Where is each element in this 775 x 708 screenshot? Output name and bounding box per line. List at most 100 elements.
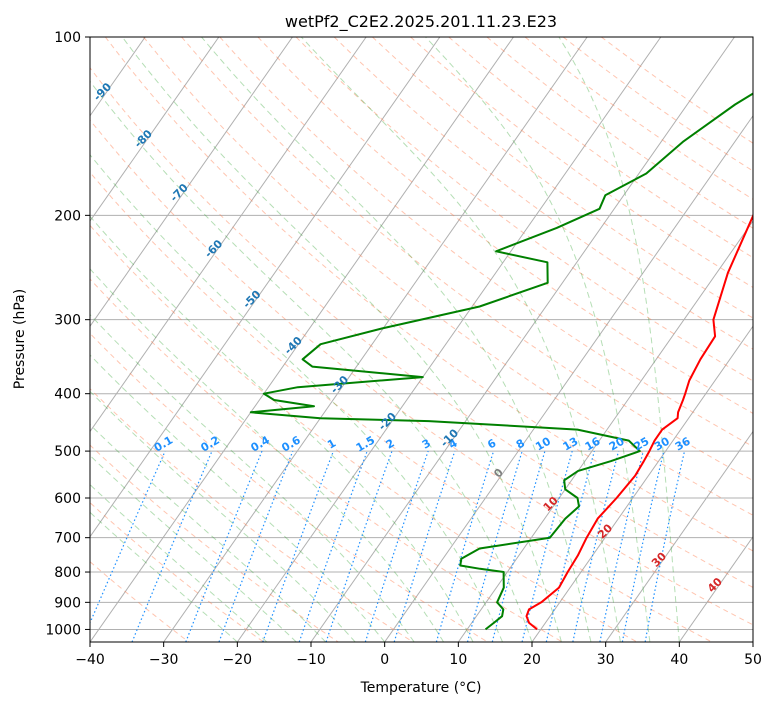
line-labels: 0.1 0.2 0.4 0.6 1 1.5 2 3 4 6 8 10 13 16 20 25 30 36-90-8… [91, 80, 725, 595]
x-tick-label: −20 [223, 652, 253, 668]
y-tick-label: 300 [54, 313, 81, 329]
x-tick-label: 20 [523, 652, 541, 668]
dry-adiabat-line [90, 444, 339, 642]
dry-adiabat-line [90, 67, 753, 588]
x-tick-label: −40 [75, 652, 105, 668]
y-axis-ticks: 100 200 300 400 500 600 700 800 900 1000 [45, 30, 90, 638]
moist-adiabat-line [300, 37, 621, 642]
x-tick-label: −30 [149, 652, 179, 668]
y-tick-label: 800 [54, 565, 81, 581]
mixing-ratio-line [545, 450, 595, 642]
plot-frame [89, 36, 754, 643]
mixing-ratio-line [393, 450, 456, 642]
dry-adiabat-line [90, 119, 753, 626]
x-tick-label: 30 [597, 652, 615, 668]
moist-adiabat-line [425, 37, 651, 642]
mixing-ratio-line [599, 450, 644, 642]
y-tick-label: 400 [54, 387, 81, 403]
moist-adiabat-line [90, 313, 415, 642]
mixing-ratio-line [435, 450, 495, 642]
mixing-ratio-line [90, 450, 166, 625]
y-tick-label: 900 [54, 595, 81, 611]
dry-adiabat-label: 10 [541, 494, 561, 514]
isotherm-label: -30 [328, 373, 351, 396]
dry-adiabat-line [486, 37, 753, 229]
mixing-ratio-label: 3 [420, 437, 433, 452]
dry-adiabat-line [90, 224, 638, 642]
moist-adiabat-line [90, 354, 386, 642]
y-tick-label: 1000 [45, 622, 81, 638]
mixing-ratio-line [131, 450, 213, 642]
isotherm-line [90, 37, 220, 222]
isotherm-line [90, 37, 514, 642]
moist-adiabat-line [90, 511, 238, 642]
isotherm-line [752, 641, 753, 642]
moist-adiabat-line [558, 37, 680, 642]
isotherm-line [384, 114, 753, 642]
x-axis-ticks: −40 −30 −20 −10 0 10 20 30 40 50 [75, 642, 762, 668]
isotherm-label: -50 [240, 288, 263, 311]
mixing-ratio-line [262, 450, 334, 642]
moist-adiabat-line [90, 80, 533, 642]
isotherm-line [531, 325, 753, 642]
isotherm-line [90, 37, 441, 538]
dry-adiabat-line [333, 37, 753, 350]
isotherm-line [0, 37, 72, 642]
mixing-ratio-line [218, 450, 294, 642]
series-lines [249, 92, 753, 631]
dewpoint-line [249, 92, 753, 631]
isotherm-line [605, 430, 753, 642]
x-tick-label: 0 [380, 652, 389, 668]
y-tick-label: 500 [54, 444, 81, 460]
isotherm-line [236, 37, 662, 642]
isotherm-line [163, 37, 588, 642]
y-tick-label: 100 [54, 30, 81, 46]
moist-adiabat-line [201, 37, 592, 642]
moist-adiabat-line [121, 37, 562, 642]
isotherm-label: -70 [168, 181, 191, 204]
isotherm-label: -80 [132, 127, 155, 150]
mixing-ratio-line [364, 450, 429, 642]
x-tick-label: 40 [670, 652, 688, 668]
temperature-line [525, 210, 753, 631]
dry-adiabat-line [601, 37, 753, 144]
mixing-ratio-line [325, 450, 393, 642]
dry-adiabat-line [372, 37, 753, 319]
isotherm-label: -60 [202, 237, 225, 260]
x-tick-label: 10 [449, 652, 467, 668]
y-tick-label: 600 [54, 491, 81, 507]
isotherm-line [90, 37, 293, 328]
moist-adiabat-line [90, 454, 297, 642]
grid-lines [0, 37, 753, 642]
dry-adiabat-line [90, 332, 488, 642]
mixing-ratio-label: 1 [325, 437, 338, 452]
mixing-ratio-line [466, 450, 523, 642]
mixing-ratio-line [298, 450, 368, 642]
dry-adiabat-line [104, 37, 753, 552]
dry-adiabat-label: 40 [705, 575, 725, 595]
moist-adiabat-line [90, 423, 327, 642]
x-axis-label: Temperature (°C) [360, 680, 482, 696]
y-tick-label: 700 [54, 531, 81, 547]
mixing-ratio-label: 2 [384, 437, 397, 452]
y-axis-label: Pressure (hPa) [12, 289, 28, 389]
dry-adiabat-label: 30 [649, 549, 669, 569]
dry-adiabat-label: 20 [595, 521, 615, 541]
dry-adiabat-line [90, 560, 190, 642]
moist-adiabat-line [90, 483, 268, 642]
moist-adiabat-line [90, 215, 474, 642]
chart-title: wetPf2_C2E2.2025.201.11.23.E23 [285, 12, 557, 32]
dry-adiabat-line [90, 502, 264, 642]
dry-adiabat-label: 0 [491, 466, 506, 481]
isotherm-label: -90 [91, 80, 114, 103]
moist-adiabat-line [90, 390, 356, 642]
x-tick-label: 50 [744, 652, 762, 668]
isotherm-label: -20 [376, 410, 399, 433]
moist-adiabat-line [90, 268, 445, 642]
background-lines [90, 37, 753, 642]
dry-adiabat-line [90, 278, 563, 642]
dry-adiabat-line [90, 388, 414, 642]
y-tick-label: 200 [54, 208, 81, 224]
isotherm-label: -40 [282, 334, 305, 357]
